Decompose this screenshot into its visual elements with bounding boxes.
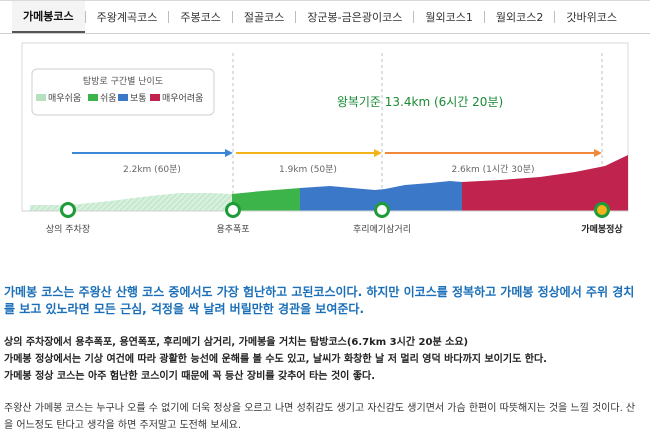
tab-divider <box>295 11 297 23</box>
point-label-start: 상의 주차장 <box>46 223 90 235</box>
point-label-yongchu: 용추폭포 <box>216 224 249 235</box>
legend-swatch-very-easy <box>36 94 46 101</box>
tab-divider <box>231 11 233 23</box>
course-closing-text: 주왕산 가메봉 코스는 누구나 오를 수 없기에 더욱 정상을 오르고 나면 성… <box>4 403 636 431</box>
point-marker-yongchu[interactable] <box>225 202 241 218</box>
point-marker-hurimegi[interactable] <box>374 202 390 218</box>
tab-divider <box>168 11 170 23</box>
course-tab-list: 가메봉코스 주왕계곡코스 주봉코스 절골코스 장군봉-금은광이코스 월외코스1 … <box>0 1 650 33</box>
point-label-hurimegi: 후리메기삼거리 <box>353 224 411 235</box>
tab-janggunbong[interactable]: 장군봉-금은광이코스 <box>307 11 403 24</box>
legend-swatch-easy <box>88 94 98 101</box>
segment-label-2: 1.9km (50분) <box>279 164 337 175</box>
segment-arrowhead-2 <box>374 149 382 157</box>
tab-divider <box>84 11 86 23</box>
legend-swatch-normal <box>118 94 128 101</box>
profile-very-hard <box>462 155 628 211</box>
course-profile-svg: 탐방로 구간별 난이도 매우쉬움 쉬움 보통 매우어려움 왕복기준 13.4km… <box>21 42 629 235</box>
course-profile-chart: 탐방로 구간별 난이도 매우쉬움 쉬움 보통 매우어려움 왕복기준 13.4km… <box>0 33 650 258</box>
legend-label-very-easy: 매우쉬움 <box>48 93 81 104</box>
tab-divider <box>554 11 556 23</box>
course-info-line: 가메봉 정상 코스는 아주 험난한 코스이기 때문에 꼭 등산 장비를 갖추어 … <box>4 371 376 382</box>
point-label-summit: 가메봉정상 <box>581 223 623 235</box>
tab-jubong[interactable]: 주봉코스 <box>180 11 221 24</box>
legend-swatch-very-hard <box>150 94 160 101</box>
tab-jeolgol[interactable]: 절골코스 <box>243 11 285 24</box>
course-tabs: 가메봉코스 주왕계곡코스 주봉코스 절골코스 장군봉-금은광이코스 월외코스1 … <box>0 0 650 34</box>
segment-label-1: 2.2km (60분) <box>123 164 181 175</box>
segment-label-3: 2.6km (1시간 30분) <box>451 164 534 175</box>
tab-wolwoe-1[interactable]: 월외코스1 <box>425 11 473 24</box>
course-lead-text: 가메봉 코스는 주왕산 산행 코스 중에서도 가장 험난하고 고된코스이다. 하… <box>4 285 635 316</box>
profile-normal-2 <box>385 181 462 211</box>
tab-juwang-valley[interactable]: 주왕계곡코스 <box>96 11 158 24</box>
tab-gamebong[interactable]: 가메봉코스 <box>12 1 85 33</box>
profile-easy <box>232 188 300 211</box>
tab-gatbawi[interactable]: 갓바위코스 <box>566 11 617 24</box>
course-info-line: 가메봉 정상에서는 기상 여건에 따라 광활한 능선에 운해를 볼 수도 있고,… <box>4 354 547 365</box>
legend-box <box>31 68 215 116</box>
legend-label-normal: 보통 <box>130 93 147 104</box>
profile-normal-1 <box>300 186 385 211</box>
segment-arrowhead-1 <box>225 149 233 157</box>
legend-label-easy: 쉬움 <box>100 93 117 104</box>
legend-label-very-hard: 매우어려움 <box>162 93 203 104</box>
tab-wolwoe-2[interactable]: 월외코스2 <box>495 11 544 24</box>
course-info-line: 상의 주차장에서 용추폭포, 용연폭포, 후리메기 삼거리, 가메봉을 거치는 … <box>4 337 469 348</box>
point-marker-summit[interactable] <box>594 202 610 218</box>
segment-arrowhead-3 <box>594 149 602 157</box>
point-marker-start[interactable] <box>60 202 76 218</box>
profile-very-easy-1 <box>30 193 232 211</box>
course-info: 상의 주차장에서 용추폭포, 용연폭포, 후리메기 삼거리, 가메봉을 거치는 … <box>4 334 644 385</box>
tab-divider <box>483 11 485 23</box>
tab-divider <box>413 11 415 23</box>
course-summary: 왕복기준 13.4km (6시간 20분) <box>337 95 503 109</box>
legend-title: 탐방로 구간별 난이도 <box>83 75 163 87</box>
